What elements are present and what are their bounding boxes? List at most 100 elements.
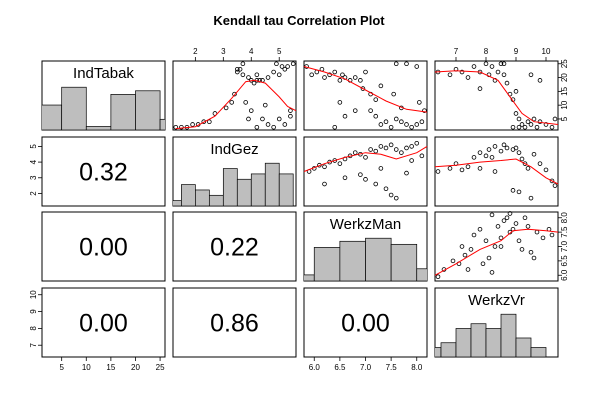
scatter-point — [543, 122, 549, 127]
scatter-point — [459, 244, 465, 249]
scatter-point — [552, 116, 558, 122]
scatter-point — [510, 188, 516, 193]
scatter-point — [435, 274, 441, 279]
scatter-point — [274, 61, 279, 67]
scatter-point — [290, 61, 296, 67]
hist-bar — [278, 173, 294, 206]
smoother-line — [434, 158, 559, 185]
scatter-point — [477, 166, 483, 171]
y-tick-label: 5 — [29, 144, 38, 149]
scatter-point — [399, 119, 404, 125]
histogram-WerkzVr — [435, 313, 547, 357]
panel-frame-r3-c0 — [41, 287, 166, 358]
scatter-point — [471, 232, 477, 238]
scatter-point — [477, 86, 483, 91]
x-tick-label: 10 — [82, 363, 91, 372]
hist-bar — [173, 200, 182, 206]
x-tick-label: 2 — [193, 47, 198, 56]
scatter-point — [537, 78, 543, 83]
x-tick-label: 4 — [249, 47, 254, 56]
hist-bar — [110, 93, 136, 130]
y-tick-label: 7 — [29, 342, 38, 347]
scatter-point — [388, 192, 394, 198]
hist-bar — [236, 178, 252, 206]
scatter-point — [363, 69, 368, 75]
panel-frame-r0-c1 — [172, 60, 297, 131]
smoother-line — [434, 228, 559, 276]
scatter-point — [417, 100, 422, 105]
scatter-point — [501, 142, 507, 148]
scatter-point — [540, 235, 546, 241]
hist-bar — [135, 90, 161, 130]
scatter-point — [309, 72, 314, 78]
panel-frame-r2-c1 — [172, 211, 297, 282]
scatter-point — [504, 80, 510, 86]
hist-bar — [85, 126, 112, 130]
scatter-point — [501, 218, 507, 223]
y-tick-label: 20 — [560, 73, 569, 82]
scatter-point — [257, 78, 262, 83]
hist-bar — [304, 274, 315, 281]
scatter-point — [409, 124, 414, 130]
scatter-point — [378, 144, 384, 149]
scatter-point — [173, 124, 179, 130]
scatter-point — [332, 69, 338, 75]
scatter-point — [322, 164, 327, 170]
scatter-point — [516, 189, 522, 195]
scatter-point — [435, 169, 441, 174]
scatter-point — [528, 72, 534, 78]
x-tick-label: 8 — [484, 47, 489, 56]
scatter-point — [489, 64, 495, 69]
scatter-point — [492, 169, 498, 174]
scatter-point — [358, 78, 363, 83]
scatter-point — [373, 113, 379, 119]
scatter-point — [534, 124, 540, 130]
scatter-point — [549, 232, 555, 238]
scatter-point — [468, 247, 474, 252]
scatter-point — [340, 72, 345, 78]
scatter-point — [549, 178, 555, 184]
y-tick-label: 10 — [29, 290, 38, 299]
scatter-point — [516, 116, 522, 122]
scatter-point — [459, 167, 465, 173]
scatter-point — [337, 78, 343, 83]
x-tick-label: 7.0 — [360, 363, 372, 372]
hist-bar — [339, 240, 366, 281]
hist-bar — [455, 328, 472, 357]
hist-bar — [208, 194, 224, 206]
scatter-point — [528, 122, 534, 127]
scatter-point — [419, 153, 425, 159]
scatter-point — [240, 72, 246, 78]
scatter-point — [352, 108, 358, 113]
hist-bar — [250, 173, 266, 206]
scatter-point — [363, 155, 368, 160]
scatter-point — [531, 151, 537, 157]
hist-bar — [390, 243, 418, 281]
scatter-point — [223, 105, 229, 111]
correlation-value: 0.32 — [79, 159, 128, 187]
scatter-point — [522, 215, 528, 221]
scatter-point — [513, 89, 519, 94]
scatter-point — [279, 64, 285, 69]
scatter-point — [498, 235, 504, 241]
scatter-point — [516, 124, 522, 130]
hist-bar — [500, 313, 517, 357]
variable-name-WerkzVr: WerkzVr — [468, 292, 525, 309]
scatter-point — [459, 69, 465, 75]
scatter-point — [282, 66, 288, 72]
scatter-point — [522, 161, 528, 166]
scatter-point — [243, 100, 248, 105]
scatter-point — [342, 113, 348, 119]
y-tick-label: 8.0 — [560, 212, 569, 224]
scatter-point — [337, 100, 343, 105]
x-tick-label: 7.5 — [386, 363, 398, 372]
scatter-point — [504, 215, 510, 221]
scatter-point — [260, 116, 265, 122]
scatter-point — [510, 124, 516, 130]
scatter-point — [234, 69, 240, 75]
y-tick-label: 9 — [29, 309, 38, 314]
scatter-point — [352, 75, 358, 80]
scatter-point — [322, 75, 327, 80]
hist-bar — [530, 347, 547, 357]
scatter-point — [378, 166, 384, 171]
